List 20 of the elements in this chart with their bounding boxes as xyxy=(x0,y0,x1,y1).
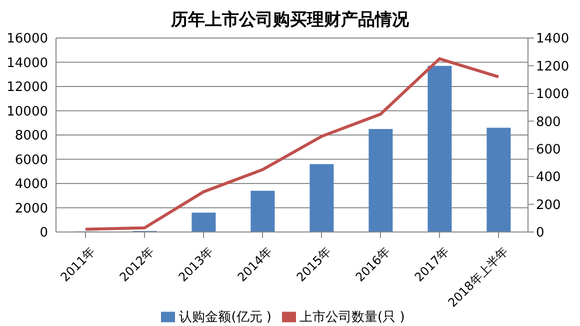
y-tick-label: 4000 xyxy=(14,177,48,192)
y2-tick-label: 400 xyxy=(536,170,561,186)
y-tick-label: 14000 xyxy=(6,56,48,71)
y2-tick-label: 800 xyxy=(536,114,561,130)
y2-tick-label: 1200 xyxy=(536,59,570,74)
y-tick-label: 2000 xyxy=(14,201,48,216)
y2-tick-label: 0 xyxy=(536,226,544,241)
y-tick-label: 10000 xyxy=(6,104,48,120)
y2-tick-label: 600 xyxy=(536,142,561,158)
y-tick-label: 8000 xyxy=(14,128,48,144)
y2-tick-label: 1000 xyxy=(536,87,570,102)
legend-label: 上市公司数量(只 ) xyxy=(300,310,405,325)
y-tick-label: 16000 xyxy=(6,32,48,47)
y-tick-label: 6000 xyxy=(14,152,48,168)
y-tick-label: 12000 xyxy=(6,80,48,96)
y2-tick-label: 200 xyxy=(536,198,561,213)
chart-title: 历年上市公司购买理财产品情况 xyxy=(170,9,410,31)
y2-tick-label: 1400 xyxy=(536,32,570,47)
legend-label: 认购金额(亿元 ) xyxy=(179,310,272,325)
y-tick-label: 0 xyxy=(40,226,48,241)
